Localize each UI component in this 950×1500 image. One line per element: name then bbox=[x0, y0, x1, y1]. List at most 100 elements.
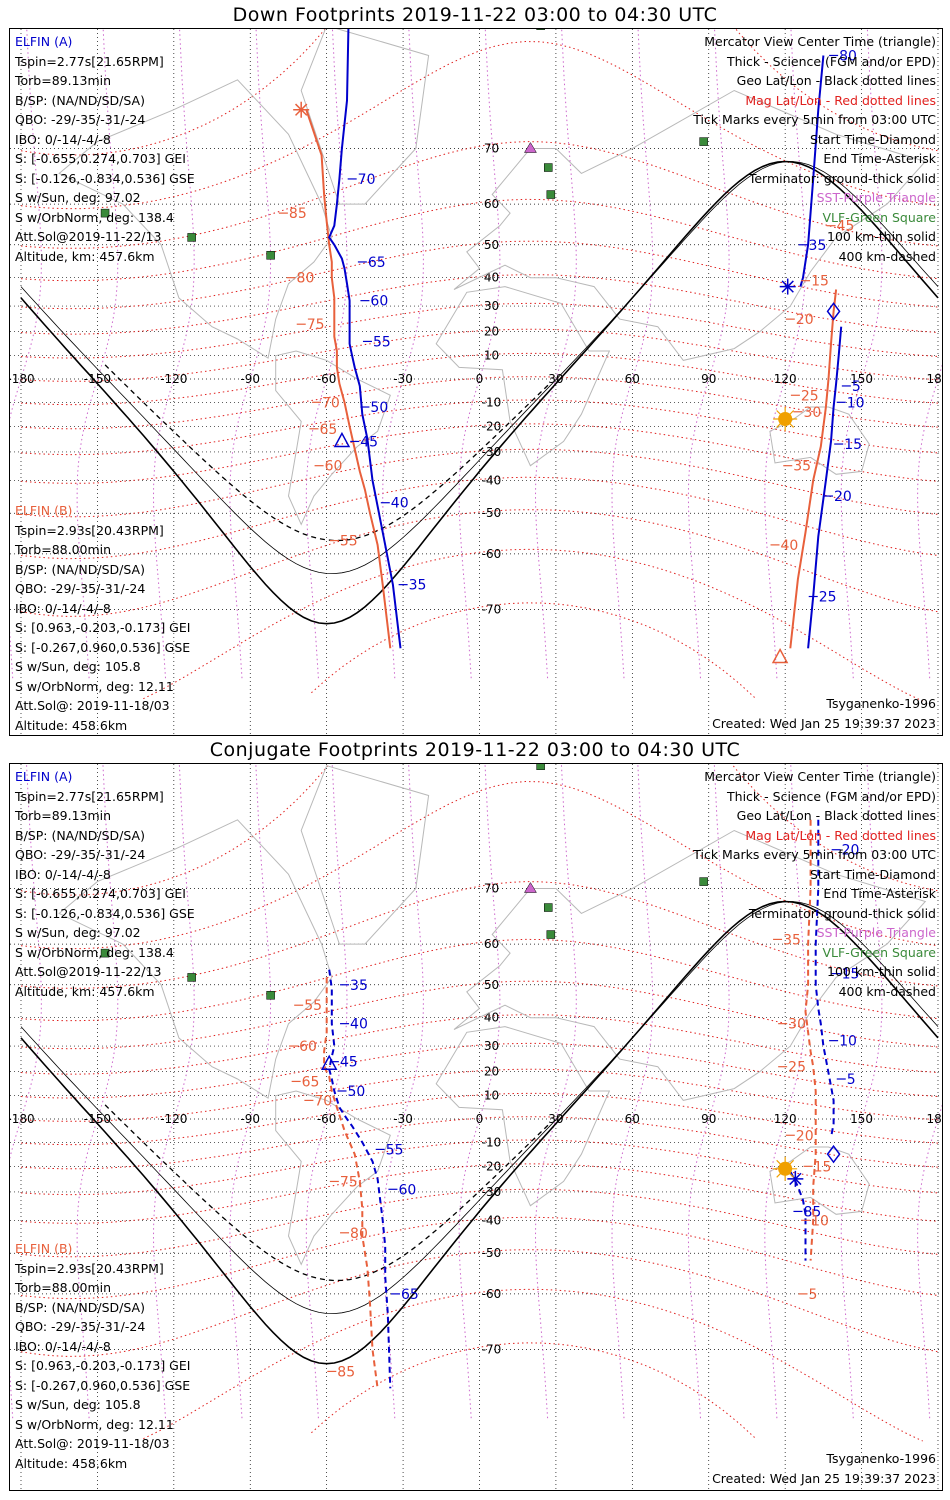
legend-mag: Mag Lat/Lon - Red dotted lines bbox=[745, 92, 936, 108]
lat-tick-label: 20 bbox=[484, 325, 499, 339]
legend-ticks: Tick Marks every 5min from 03:00 UTC bbox=[693, 112, 936, 127]
elfin-b-bsp: B/SP: (NA/ND/SD/SA) bbox=[15, 561, 145, 577]
elfin-b-time-label: 45 bbox=[837, 219, 855, 235]
elfin-a-s-gse: S: [-0.126,-0.834,0.536] GSE bbox=[15, 170, 195, 186]
elfin-b-name: ELFIN (B) bbox=[15, 1241, 73, 1256]
mag-meridian bbox=[458, 29, 501, 679]
elfin-a-time-label: 25 bbox=[819, 590, 837, 606]
elfin-a-time-label: 70 bbox=[358, 172, 376, 188]
end-asterisk bbox=[781, 280, 794, 293]
legend-100km: 100 km-thin solid bbox=[827, 229, 936, 244]
track-tick-labels: 3540455055606520151058555606570758085353… bbox=[289, 843, 860, 1380]
lon-tick-label: 0 bbox=[476, 372, 484, 386]
mag-latitude-line bbox=[20, 274, 939, 335]
lat-tick-label: -50 bbox=[482, 1246, 502, 1260]
vlf-site-square bbox=[266, 251, 275, 260]
view-center-triangle bbox=[333, 431, 351, 448]
panel-title-conjugate: Conjugate Footprints 2019-11-22 03:00 to… bbox=[209, 739, 741, 761]
lat-tick-label: 50 bbox=[484, 978, 499, 992]
elfin-a-s-orb: S w/OrbNorm, deg: 138.4 bbox=[15, 209, 174, 225]
mag-latitude-line bbox=[20, 399, 939, 456]
mag-meridian bbox=[10, 764, 42, 1419]
elfin-a-time-label: 35 bbox=[409, 578, 427, 594]
elfin-a-ibo: IBO: 0/-14/-4/-8 bbox=[15, 866, 111, 882]
mag-latitude-line bbox=[20, 1216, 939, 1300]
legend-ticks: Tick Marks every 5min from 03:00 UTC bbox=[693, 847, 936, 862]
legend-end: End Time-Asterisk bbox=[823, 886, 936, 901]
legend-geo: Geo Lat/Lon - Black dotted lines bbox=[736, 808, 936, 823]
magnetic-grid bbox=[10, 29, 942, 702]
mag-latitude-line bbox=[20, 1092, 939, 1146]
elfin-a-time-label: 15 bbox=[842, 967, 860, 983]
elfin-a-time-label: 55 bbox=[386, 1142, 404, 1158]
lon-tick-label: 60 bbox=[625, 372, 640, 386]
down-map-canvas: -180-150-120-90-60-300306090120150180706… bbox=[10, 29, 942, 735]
elfin-a-qbo: QBO: -29/-35/-31/-24 bbox=[15, 847, 146, 862]
elfin-a-time-label: 15 bbox=[844, 437, 862, 453]
mag-latitude-line bbox=[20, 938, 939, 1022]
mag-meridian bbox=[840, 764, 883, 1419]
lat-tick-label: 30 bbox=[484, 1039, 499, 1053]
elfin-a-time-label: 55 bbox=[373, 334, 391, 350]
lat-tick-label: 60 bbox=[484, 937, 499, 951]
elfin-b-tspin: Tspin=2.93s[20.43RPM] bbox=[15, 1260, 164, 1276]
created-date: Created: Wed Jan 25 19:39:37 2023 bbox=[712, 1470, 936, 1486]
elfin-b-time-label: 25 bbox=[788, 1060, 806, 1076]
vlf-site-square bbox=[100, 208, 110, 218]
legend-thick: Thick - Science (FGM and/or EPD) bbox=[727, 53, 936, 69]
legend-vlf: VLF-Green Square bbox=[822, 944, 936, 960]
elfin-a-s-gse: S: [-0.126,-0.834,0.536] GSE bbox=[15, 905, 195, 921]
elfin-a-s-gei: S: [-0.655,0.274,0.703] GEI bbox=[15, 886, 186, 901]
mag-latitude-line bbox=[143, 548, 923, 702]
lat-tick-label: -70 bbox=[482, 1342, 502, 1356]
elfin-a-time-label: 45 bbox=[340, 1055, 358, 1071]
mag-latitude-line bbox=[143, 1288, 923, 1442]
continent-outline bbox=[300, 765, 430, 945]
elfin-b-time-label: 35 bbox=[783, 932, 801, 948]
sst-site-triangle bbox=[523, 882, 537, 893]
terminator bbox=[20, 160, 939, 625]
elfin-b-torb: Torb=88.00min bbox=[15, 1280, 112, 1295]
lat-tick-label: 70 bbox=[484, 882, 499, 896]
lat-tick-label: 40 bbox=[484, 271, 499, 285]
elfin-a-s-sun: S w/Sun, deg: 97.02 bbox=[15, 925, 141, 940]
elfin-b-time-label: 15 bbox=[814, 1159, 832, 1175]
elfin-b-time-label: 85 bbox=[337, 1364, 355, 1380]
elfin-a-time-label: 50 bbox=[347, 1084, 365, 1100]
elfin-a-bsp: B/SP: (NA/ND/SD/SA) bbox=[15, 827, 145, 843]
mag-meridian bbox=[687, 764, 730, 1419]
elfin-a-time-label: 40 bbox=[391, 496, 409, 512]
start-diamond bbox=[826, 302, 841, 321]
lon-tick-label: -60 bbox=[317, 372, 337, 386]
elfin-a-tspin: Tspin=2.77s[21.65RPM] bbox=[15, 788, 164, 804]
vlf-site-square bbox=[187, 973, 196, 982]
lat-tick-label: 10 bbox=[484, 349, 499, 363]
elfin-b-time-label: 65 bbox=[319, 422, 337, 438]
mag-latitude-line bbox=[20, 1249, 939, 1357]
elfin-b-alt: Altitude: 458.6km bbox=[15, 717, 128, 733]
elfin-a-track-east bbox=[814, 819, 835, 1138]
continent-outline bbox=[300, 29, 430, 205]
lat-tick-label: -20 bbox=[482, 1159, 502, 1173]
subsolar-sun-icon bbox=[778, 1161, 793, 1176]
lat-tick-label: 20 bbox=[484, 1065, 499, 1079]
mag-latitude-line bbox=[311, 1342, 755, 1438]
mag-meridian bbox=[382, 764, 424, 1419]
elfin-a-info: ELFIN (A) Tspin=2.77s[21.65RPM] Torb=89.… bbox=[15, 32, 195, 266]
vlf-site-square bbox=[546, 930, 556, 939]
start-diamond bbox=[826, 1144, 841, 1164]
graticule bbox=[10, 764, 942, 1490]
elfin-b-s-sun: S w/Sun, deg: 105.8 bbox=[15, 659, 141, 674]
conjugate-footprints-map: -180-150-120-90-60-300306090120150180706… bbox=[9, 763, 943, 1491]
elfin-a-time-label: 10 bbox=[839, 1034, 857, 1050]
elfin-a-att: Att.Sol@2019-11-22/13 bbox=[15, 229, 162, 244]
mag-latitude-line bbox=[20, 141, 939, 249]
elfin-b-time-label: 5 bbox=[809, 1287, 818, 1303]
elfin-a-name: ELFIN (A) bbox=[15, 34, 73, 49]
elfin-b-time-label: 80 bbox=[350, 1226, 368, 1242]
terminator bbox=[20, 900, 939, 1365]
mag-meridian bbox=[687, 29, 730, 679]
lat-tick-label: 50 bbox=[484, 238, 499, 252]
elfin-a-info: ELFIN (A) Tspin=2.77s[21.65RPM] Torb=89.… bbox=[15, 767, 195, 1001]
legend-400km: 400 km-dashed bbox=[838, 983, 936, 999]
